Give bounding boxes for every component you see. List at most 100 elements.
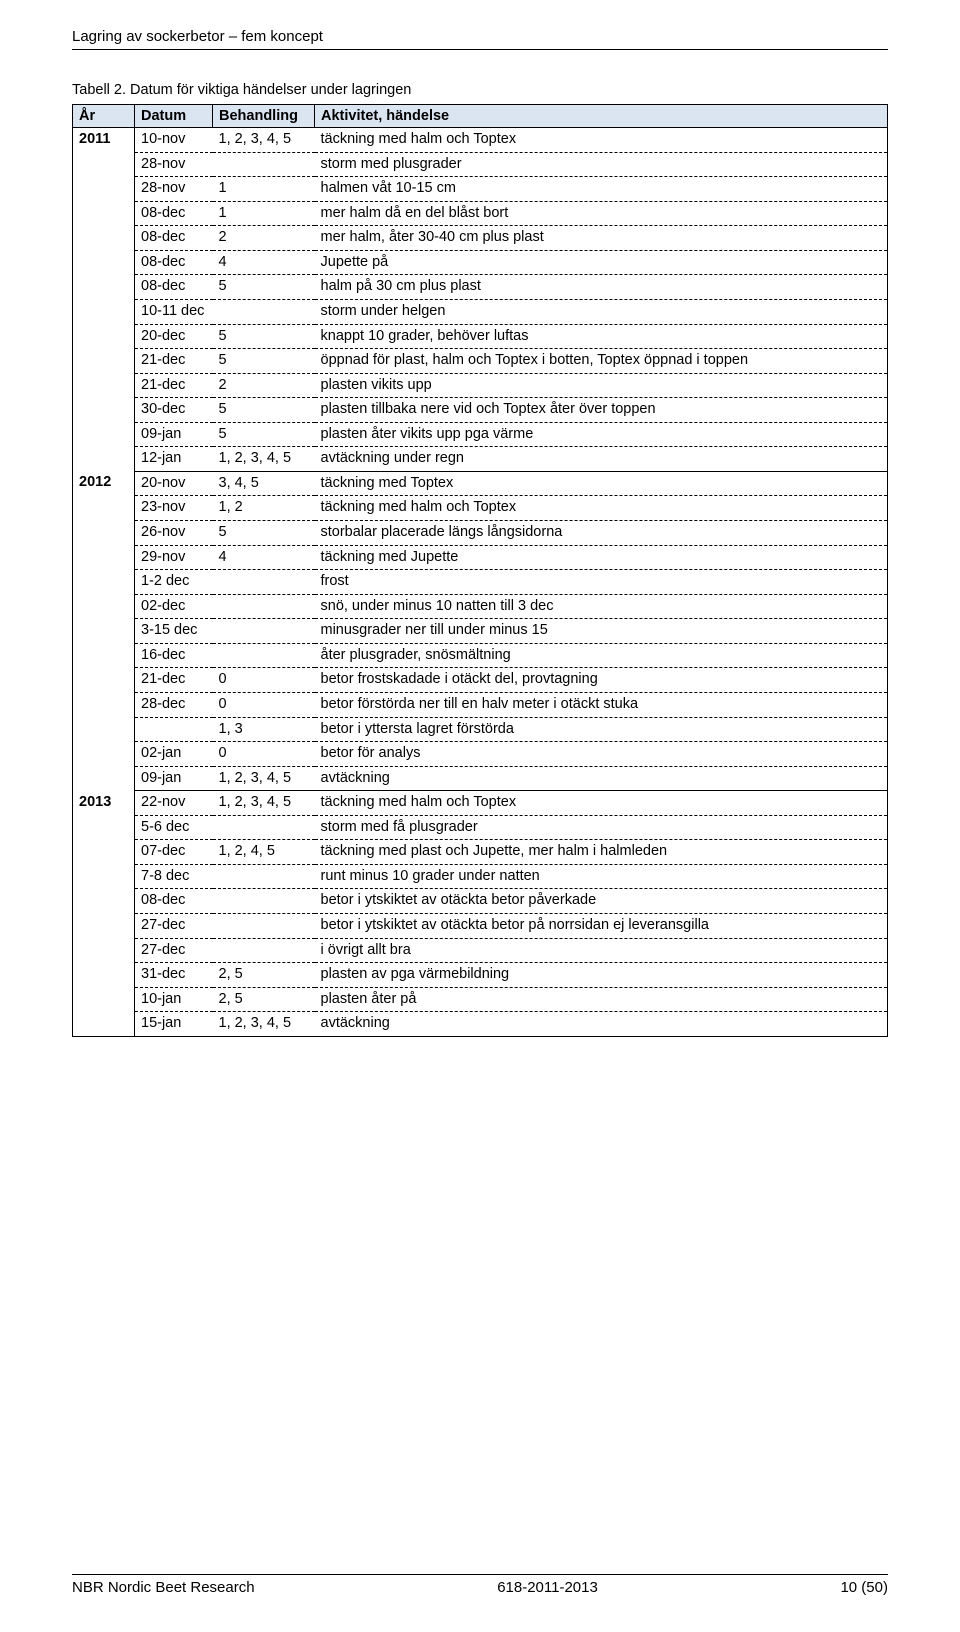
table-row: 07-dec1, 2, 4, 5täckning med plast och J… bbox=[73, 840, 888, 865]
date-cell: 10-jan bbox=[135, 987, 213, 1012]
activity-cell: halmen våt 10-15 cm bbox=[315, 177, 888, 202]
activity-cell: avtäckning under regn bbox=[315, 447, 888, 472]
date-cell: 02-jan bbox=[135, 742, 213, 767]
date-cell: 16-dec bbox=[135, 643, 213, 668]
activity-cell: täckning med halm och Toptex bbox=[315, 791, 888, 816]
date-cell: 1-2 dec bbox=[135, 570, 213, 595]
year-cell: 2011 bbox=[73, 128, 135, 472]
date-cell: 02-dec bbox=[135, 594, 213, 619]
col-header-treatment: Behandling bbox=[213, 105, 315, 128]
date-cell: 08-dec bbox=[135, 275, 213, 300]
activity-cell: mer halm då en del blåst bort bbox=[315, 201, 888, 226]
table-header-row: År Datum Behandling Aktivitet, händelse bbox=[73, 105, 888, 128]
table-row: 5-6 dec storm med få plusgrader bbox=[73, 815, 888, 840]
table-row: 08-dec4Jupette på bbox=[73, 250, 888, 275]
table-row: 21-dec2plasten vikits upp bbox=[73, 373, 888, 398]
date-cell: 31-dec bbox=[135, 963, 213, 988]
table-row: 29-nov4täckning med Jupette bbox=[73, 545, 888, 570]
date-cell: 7-8 dec bbox=[135, 864, 213, 889]
table-row: 16-dec åter plusgrader, snösmältning bbox=[73, 643, 888, 668]
table-row: 30-dec5plasten tillbaka nere vid och Top… bbox=[73, 398, 888, 423]
date-cell: 28-dec bbox=[135, 692, 213, 717]
date-cell: 21-dec bbox=[135, 373, 213, 398]
col-header-date: Datum bbox=[135, 105, 213, 128]
activity-cell: betor i ytskiktet av otäckta betor på no… bbox=[315, 914, 888, 939]
table-row: 27-dec i övrigt allt bra bbox=[73, 938, 888, 963]
activity-cell: betor förstörda ner till en halv meter i… bbox=[315, 692, 888, 717]
activity-cell: knappt 10 grader, behöver luftas bbox=[315, 324, 888, 349]
col-header-activity: Aktivitet, händelse bbox=[315, 105, 888, 128]
activity-cell: storm med få plusgrader bbox=[315, 815, 888, 840]
treatment-cell: 0 bbox=[213, 668, 315, 693]
treatment-cell: 5 bbox=[213, 422, 315, 447]
treatment-cell bbox=[213, 889, 315, 914]
date-cell: 07-dec bbox=[135, 840, 213, 865]
table-row: 09-jan5plasten åter vikits upp pga värme bbox=[73, 422, 888, 447]
treatment-cell: 1, 2, 3, 4, 5 bbox=[213, 791, 315, 816]
activity-cell: storbalar placerade längs långsidorna bbox=[315, 521, 888, 546]
table-row: 21-dec0betor frostskadade i otäckt del, … bbox=[73, 668, 888, 693]
treatment-cell: 5 bbox=[213, 324, 315, 349]
activity-cell: täckning med plast och Jupette, mer halm… bbox=[315, 840, 888, 865]
table-row: 201110-nov1, 2, 3, 4, 5täckning med halm… bbox=[73, 128, 888, 153]
treatment-cell: 1 bbox=[213, 177, 315, 202]
table-row: 10-jan2, 5plasten åter på bbox=[73, 987, 888, 1012]
table-row: 28-nov1halmen våt 10-15 cm bbox=[73, 177, 888, 202]
treatment-cell: 2, 5 bbox=[213, 987, 315, 1012]
year-cell: 2012 bbox=[73, 471, 135, 790]
activity-cell: plasten vikits upp bbox=[315, 373, 888, 398]
date-cell: 3-15 dec bbox=[135, 619, 213, 644]
activity-cell: storm under helgen bbox=[315, 299, 888, 324]
activity-cell: åter plusgrader, snösmältning bbox=[315, 643, 888, 668]
table-row: 1, 3betor i yttersta lagret förstörda bbox=[73, 717, 888, 742]
page-footer: NBR Nordic Beet Research 618-2011-2013 1… bbox=[72, 1574, 888, 1596]
footer-left: NBR Nordic Beet Research bbox=[72, 1579, 255, 1596]
table-row: 3-15 dec minusgrader ner till under minus… bbox=[73, 619, 888, 644]
activity-cell: runt minus 10 grader under natten bbox=[315, 864, 888, 889]
activity-cell: plasten av pga värmebildning bbox=[315, 963, 888, 988]
activity-cell: täckning med halm och Toptex bbox=[315, 128, 888, 153]
treatment-cell: 1, 2, 3, 4, 5 bbox=[213, 766, 315, 791]
activity-cell: avtäckning bbox=[315, 766, 888, 791]
date-cell: 10-11 dec bbox=[135, 299, 213, 324]
activity-cell: mer halm, åter 30-40 cm plus plast bbox=[315, 226, 888, 251]
date-cell: 22-nov bbox=[135, 791, 213, 816]
treatment-cell: 4 bbox=[213, 250, 315, 275]
treatment-cell bbox=[213, 938, 315, 963]
treatment-cell: 5 bbox=[213, 398, 315, 423]
year-cell: 2013 bbox=[73, 791, 135, 1037]
table-row: 15-jan1, 2, 3, 4, 5avtäckning bbox=[73, 1012, 888, 1037]
table-row: 27-decbetor i ytskiktet av otäckta betor… bbox=[73, 914, 888, 939]
treatment-cell: 4 bbox=[213, 545, 315, 570]
date-cell: 10-nov bbox=[135, 128, 213, 153]
treatment-cell: 0 bbox=[213, 742, 315, 767]
date-cell: 27-dec bbox=[135, 938, 213, 963]
date-cell: 20-nov bbox=[135, 471, 213, 496]
treatment-cell: 0 bbox=[213, 692, 315, 717]
date-cell: 26-nov bbox=[135, 521, 213, 546]
activity-cell: betor i yttersta lagret förstörda bbox=[315, 717, 888, 742]
date-cell: 08-dec bbox=[135, 201, 213, 226]
date-cell: 15-jan bbox=[135, 1012, 213, 1037]
treatment-cell: 3, 4, 5 bbox=[213, 471, 315, 496]
date-cell: 08-dec bbox=[135, 250, 213, 275]
table-row: 28-novstorm med plusgrader bbox=[73, 152, 888, 177]
activity-cell: betor för analys bbox=[315, 742, 888, 767]
date-cell: 23-nov bbox=[135, 496, 213, 521]
treatment-cell bbox=[213, 864, 315, 889]
table-row: 02-decsnö, under minus 10 natten till 3 … bbox=[73, 594, 888, 619]
table-row: 31-dec2, 5plasten av pga värmebildning bbox=[73, 963, 888, 988]
events-table: År Datum Behandling Aktivitet, händelse … bbox=[72, 104, 888, 1037]
activity-cell: i övrigt allt bra bbox=[315, 938, 888, 963]
table-row: 201322-nov1, 2, 3, 4, 5täckning med halm… bbox=[73, 791, 888, 816]
table-row: 7-8 dec runt minus 10 grader under natten bbox=[73, 864, 888, 889]
date-cell: 5-6 dec bbox=[135, 815, 213, 840]
activity-cell: minusgrader ner till under minus 15 bbox=[315, 619, 888, 644]
date-cell: 09-jan bbox=[135, 422, 213, 447]
treatment-cell: 1 bbox=[213, 201, 315, 226]
activity-cell: täckning med halm och Toptex bbox=[315, 496, 888, 521]
date-cell: 21-dec bbox=[135, 349, 213, 374]
treatment-cell bbox=[213, 570, 315, 595]
activity-cell: halm på 30 cm plus plast bbox=[315, 275, 888, 300]
activity-cell: plasten åter på bbox=[315, 987, 888, 1012]
